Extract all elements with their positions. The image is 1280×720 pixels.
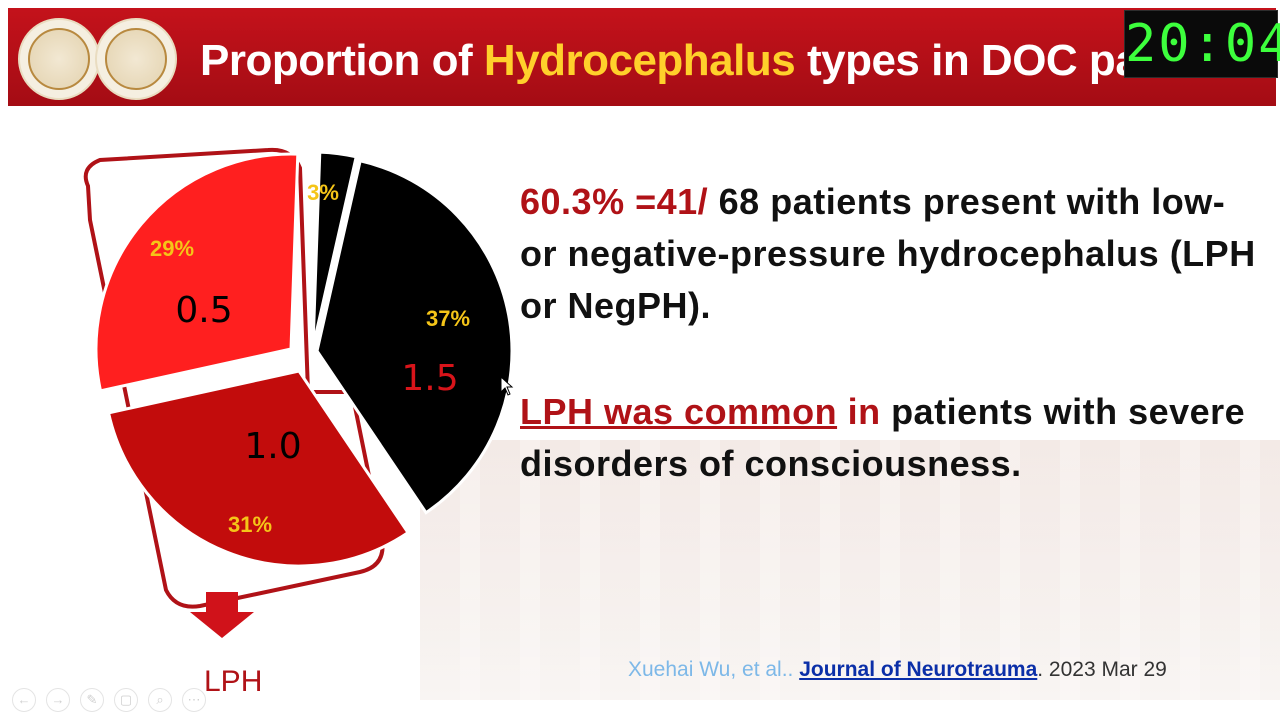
title-bar — [8, 8, 1276, 106]
lph-common-text: LPH was common — [520, 391, 838, 432]
finding-paragraph-2: LPH was common in patients with severe d… — [520, 391, 1246, 484]
statistic-text: 60.3% =41/ — [520, 181, 709, 222]
finding-paragraph-1: 60.3% =41/ 68 patients present with low-… — [520, 181, 1256, 326]
next-slide-icon[interactable]: → — [46, 688, 70, 712]
slice-percent-label: 29% — [150, 236, 194, 261]
slides-icon[interactable]: ▢ — [114, 688, 138, 712]
previous-slide-icon[interactable]: ← — [12, 688, 36, 712]
background-building-watermark — [420, 440, 1280, 700]
pen-icon[interactable]: ✎ — [80, 688, 104, 712]
huashan-hospital-logo — [18, 18, 100, 100]
slice-percent-label: 3% — [307, 180, 339, 205]
pie-slice-3 — [311, 150, 358, 348]
more-options-icon[interactable]: ⋯ — [182, 688, 206, 712]
slice-value-label: 0.5 — [175, 290, 232, 331]
zoom-icon[interactable]: ⌕ — [148, 688, 172, 712]
slice-percent-label: 31% — [228, 512, 272, 537]
clock-display: 20:04 — [1124, 10, 1280, 78]
lph-group-outline — [83, 147, 385, 609]
down-arrow-icon — [190, 592, 254, 638]
lph-label: LPH — [204, 665, 263, 698]
citation: Xuehai Wu, et al.. Journal of Neurotraum… — [628, 658, 1167, 681]
pie-slice-31 — [106, 369, 411, 568]
citation-authors[interactable]: Xuehai Wu, et al.. — [628, 658, 794, 681]
pie-slice-37 — [315, 159, 514, 515]
title-highlight: Hydrocephalus — [483, 36, 796, 85]
slice-value-label: 1.5 — [401, 358, 458, 399]
presentation-toolbar: ← → ✎ ▢ ⌕ ⋯ — [12, 688, 206, 712]
pie-slice-29 — [94, 152, 300, 393]
slice-percent-label: 37% — [426, 306, 470, 331]
department-logo — [95, 18, 177, 100]
slice-value-label: 1.0 — [244, 426, 301, 467]
mouse-cursor-icon — [500, 376, 514, 396]
journal-link[interactable]: Journal of Neurotrauma — [799, 658, 1038, 681]
